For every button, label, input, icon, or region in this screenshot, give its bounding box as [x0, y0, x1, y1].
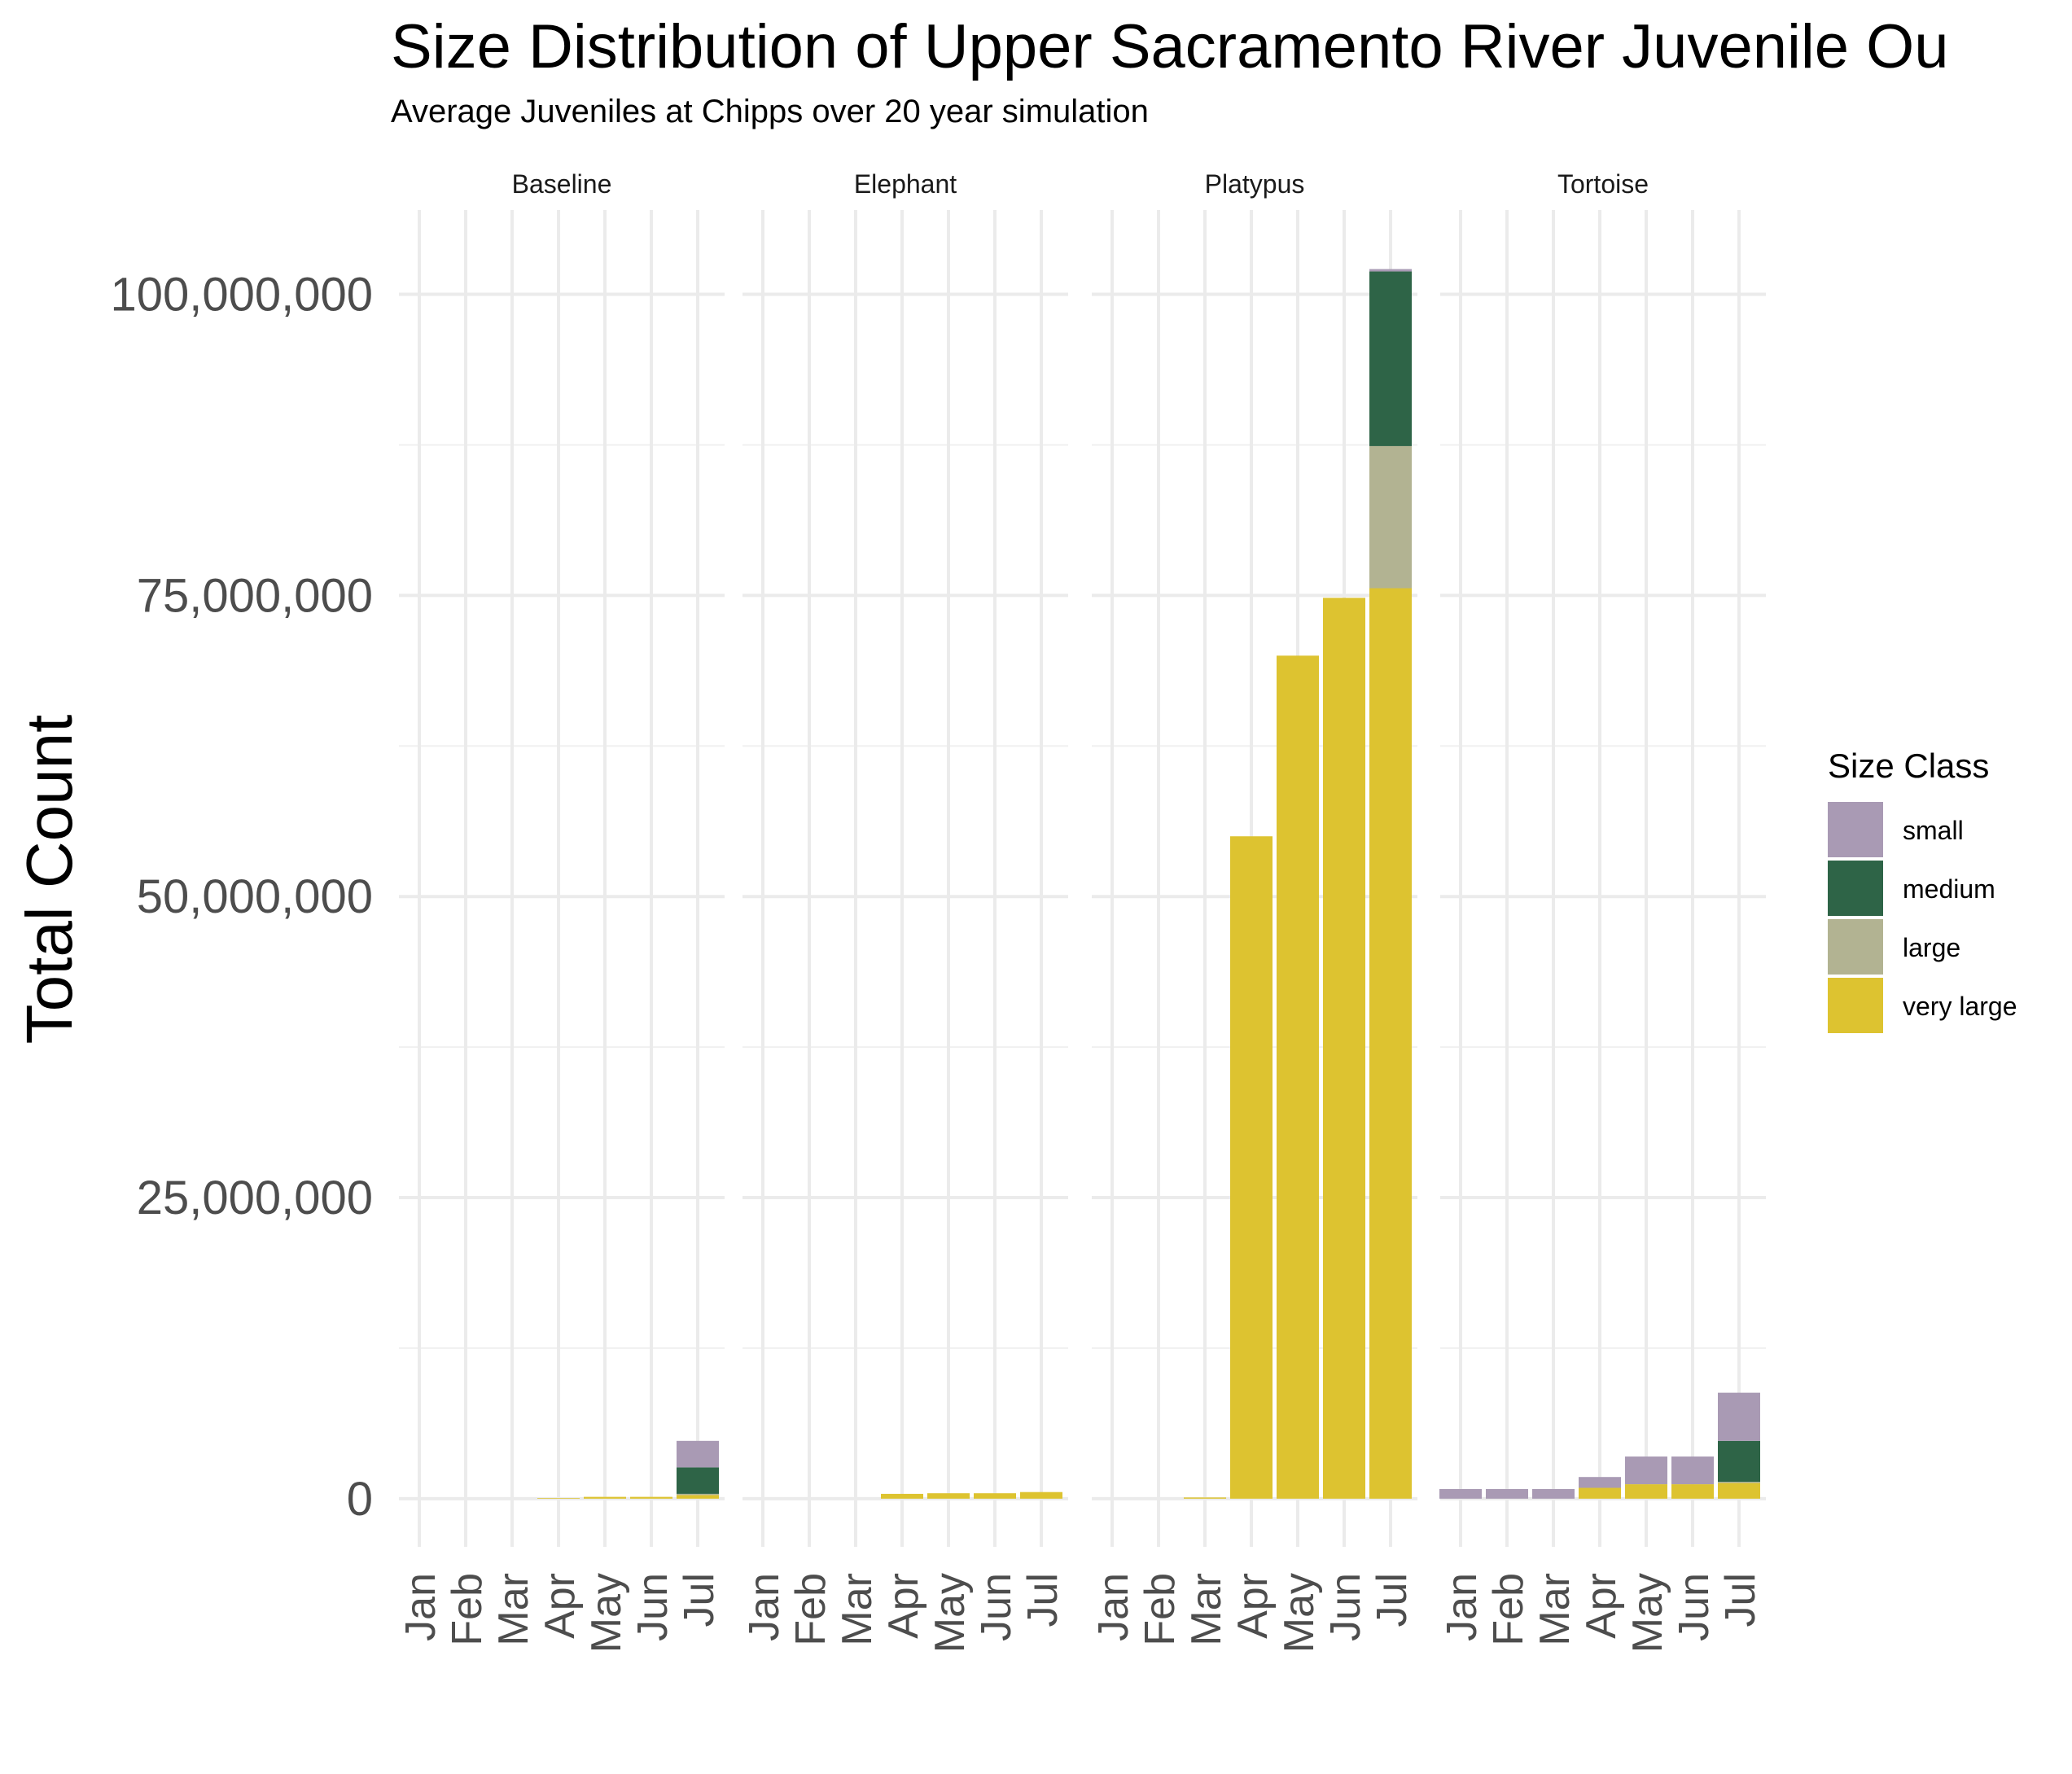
legend-swatch [1828, 861, 1883, 916]
x-tick-label: May [1276, 1573, 1323, 1653]
x-tick-label: Jul [1019, 1573, 1067, 1627]
y-tick-label: 25,000,000 [137, 1172, 373, 1224]
x-tick-label: Feb [787, 1573, 834, 1646]
x-tick-label: Jun [629, 1573, 677, 1641]
x-tick-label: Jan [741, 1573, 788, 1641]
bar-elephant-may-very-large [927, 1493, 970, 1499]
bar-baseline-apr-very-large [537, 1498, 580, 1499]
panel-tortoise: Tortoise Jan Feb Mar Apr May Jun Jul [1439, 169, 1766, 1653]
x-tick-label: Apr [1578, 1573, 1625, 1639]
x-tick-label: Mar [834, 1573, 881, 1646]
bar-baseline-jul-large [677, 1493, 719, 1496]
bar-tortoise-jun-very-large [1671, 1484, 1714, 1499]
x-tick-label: Mar [1183, 1573, 1230, 1646]
bar-platypus-jun-very-large [1323, 598, 1365, 1499]
legend-item-large: large [1828, 919, 1960, 975]
facet-strip-label: Tortoise [1557, 169, 1649, 199]
y-tick-label: 0 [347, 1473, 373, 1526]
legend-swatch [1828, 919, 1883, 975]
bar-tortoise-apr-very-large [1579, 1487, 1621, 1499]
x-tick-label: Jun [1322, 1573, 1369, 1641]
bar-tortoise-jul-very-large [1718, 1483, 1760, 1499]
bar-baseline-jun-very-large [630, 1496, 672, 1499]
bar-tortoise-mar-small [1532, 1488, 1575, 1499]
chart-title: Size Distribution of Upper Sacramento Ri… [391, 12, 1949, 81]
legend-title: Size Class [1828, 747, 1989, 785]
bar-tortoise-feb-small [1486, 1488, 1528, 1499]
panel-baseline: Baseline Jan Feb Mar Apr May Jun Jul [397, 169, 725, 1653]
legend-item-medium: medium [1828, 861, 1995, 916]
bar-platypus-jul-very-large [1369, 588, 1412, 1499]
bar-elephant-jul-very-large [1020, 1491, 1062, 1499]
x-tick-label: Apr [880, 1573, 927, 1639]
bar-platypus-mar-very-large [1184, 1497, 1226, 1499]
legend-item-very-large: very large [1828, 978, 2017, 1033]
legend-swatch [1828, 978, 1883, 1033]
y-axis: 0 25,000,000 50,000,000 75,000,000 100,000,0… [13, 269, 373, 1526]
bar-baseline-jul-very-large [677, 1495, 719, 1499]
bar-tortoise-jul-large [1718, 1482, 1760, 1483]
y-tick-label: 100,000,000 [110, 269, 373, 322]
bar-baseline-jul-small [677, 1440, 719, 1468]
x-tick-label: Jul [1717, 1573, 1764, 1627]
x-tick-label: Jun [1671, 1573, 1718, 1641]
x-tick-label: Apr [1229, 1573, 1277, 1639]
bar-tortoise-jul-small [1718, 1392, 1760, 1441]
y-axis-title: Total Count [13, 715, 85, 1045]
x-tick-label: Feb [1137, 1573, 1184, 1646]
bar-tortoise-jul-medium [1718, 1440, 1760, 1483]
legend-swatch [1828, 802, 1883, 857]
x-tick-label: Jan [397, 1573, 445, 1641]
x-tick-label: Feb [1485, 1573, 1532, 1646]
x-tick-label: Mar [490, 1573, 537, 1646]
facet-strip-label: Elephant [854, 169, 957, 199]
x-tick-label: Jul [676, 1573, 723, 1627]
legend-label: medium [1903, 874, 1995, 904]
bar-elephant-apr-very-large [881, 1493, 923, 1499]
x-tick-label: Jul [1369, 1573, 1416, 1627]
x-tick-label: Mar [1531, 1573, 1579, 1646]
chart-subtitle: Average Juveniles at Chipps over 20 year… [391, 94, 1149, 129]
legend-label: very large [1903, 992, 2017, 1021]
x-tick-label: Feb [444, 1573, 491, 1646]
facet-strip-label: Platypus [1205, 169, 1305, 199]
x-tick-label: May [1624, 1573, 1671, 1653]
bar-platypus-apr-very-large [1230, 836, 1273, 1499]
x-tick-label: Apr [537, 1573, 584, 1639]
facet-strip-label: Baseline [512, 169, 612, 199]
panel-platypus: Platypus Jan Feb Mar Apr May Jun Jul [1090, 169, 1417, 1653]
x-tick-label: Jan [1090, 1573, 1137, 1641]
legend: Size Class small medium large very large [1828, 747, 2017, 1033]
bar-tortoise-may-small [1625, 1456, 1667, 1485]
bar-baseline-jul-medium [677, 1467, 719, 1494]
bar-tortoise-apr-small [1579, 1477, 1621, 1488]
legend-item-small: small [1828, 802, 1964, 857]
legend-label: large [1903, 933, 1960, 962]
bar-tortoise-may-very-large [1625, 1484, 1667, 1499]
bar-baseline-may-very-large [584, 1496, 626, 1499]
bar-platypus-jul-large [1369, 445, 1412, 589]
bar-tortoise-jan-small [1439, 1488, 1482, 1499]
x-tick-label: May [583, 1573, 630, 1653]
x-tick-label: Jun [973, 1573, 1020, 1641]
bar-platypus-may-very-large [1277, 655, 1319, 1499]
panel-elephant: Elephant Jan Feb Mar Apr May Jun Jul [741, 169, 1068, 1653]
bar-platypus-jul-small [1369, 269, 1412, 272]
x-tick-label: May [926, 1573, 974, 1653]
x-tick-label: Jan [1439, 1573, 1486, 1641]
y-tick-label: 75,000,000 [137, 569, 373, 622]
legend-label: small [1903, 816, 1964, 845]
y-tick-label: 50,000,000 [137, 870, 373, 923]
bar-tortoise-jun-small [1671, 1456, 1714, 1485]
bar-elephant-jun-very-large [974, 1493, 1016, 1499]
bar-platypus-jul-medium [1369, 271, 1412, 446]
